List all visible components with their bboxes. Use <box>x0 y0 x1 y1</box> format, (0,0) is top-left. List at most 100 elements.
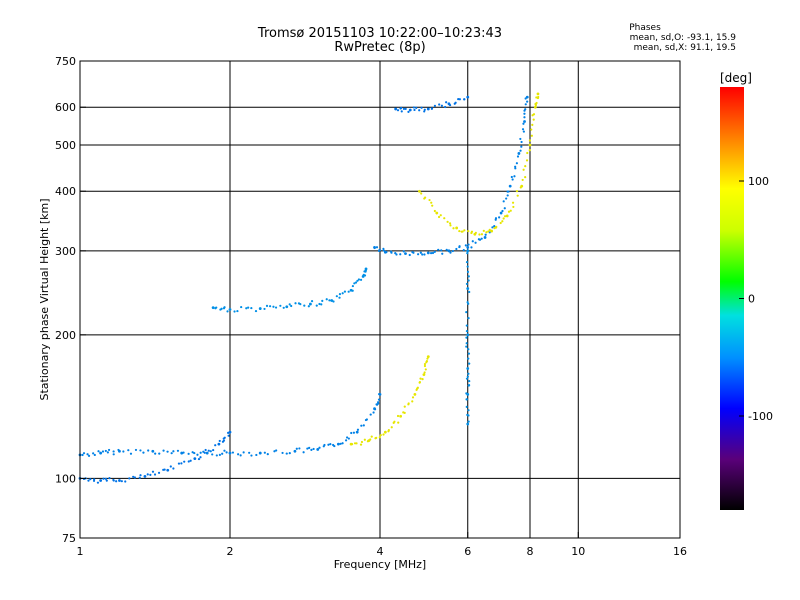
echo-point <box>272 305 275 308</box>
x-tick-label: 8 <box>527 545 534 558</box>
echo-point <box>467 275 470 278</box>
echo-point <box>169 465 172 468</box>
echo-point <box>338 296 341 299</box>
echo-point <box>512 205 515 209</box>
echo-point <box>373 246 376 250</box>
echo-point <box>282 306 285 309</box>
echo-point <box>265 304 269 307</box>
echo-point <box>437 215 441 219</box>
echo-point <box>522 122 525 125</box>
echo-point <box>102 477 105 480</box>
echo-point <box>127 449 130 452</box>
echo-point <box>196 453 199 456</box>
echo-point <box>151 449 155 453</box>
echo-point <box>499 221 502 225</box>
echo-point <box>170 452 173 455</box>
x-tick-label: 1 <box>77 545 84 558</box>
echo-point <box>455 247 458 251</box>
echo-point <box>382 249 385 252</box>
echo-point <box>495 225 498 228</box>
echo-point <box>515 162 518 165</box>
echo-point <box>129 452 133 455</box>
echo-point <box>478 238 482 241</box>
echo-point <box>215 454 218 457</box>
echo-point <box>471 240 474 243</box>
echo-point <box>255 453 258 457</box>
echo-point <box>106 451 109 454</box>
echo-point <box>369 438 372 441</box>
echo-point <box>484 233 487 236</box>
echo-point <box>376 401 380 404</box>
echo-point <box>514 167 517 170</box>
echo-point <box>350 431 353 435</box>
echo-point <box>465 260 469 264</box>
echo-point <box>363 438 366 441</box>
echo-point <box>347 437 350 440</box>
echo-point <box>514 165 517 168</box>
echo-point <box>359 278 363 281</box>
echo-point <box>466 265 469 268</box>
echo-point <box>112 450 115 453</box>
echo-point <box>413 393 417 396</box>
echo-point <box>220 307 223 310</box>
echo-point <box>498 216 501 219</box>
echo-point <box>355 442 358 445</box>
echo-point <box>433 250 436 253</box>
echo-point <box>407 403 410 406</box>
echo-point <box>166 468 170 472</box>
echo-point <box>433 104 437 107</box>
echo-point <box>112 453 115 456</box>
y-tick-label: 400 <box>55 185 76 198</box>
echo-point <box>418 109 421 112</box>
echo-point <box>215 306 218 309</box>
echo-point <box>524 103 527 106</box>
echo-point <box>503 215 507 218</box>
echo-point <box>521 178 524 182</box>
echo-point <box>133 476 137 479</box>
echo-point <box>211 453 214 456</box>
x-tick-label: 2 <box>227 545 234 558</box>
echo-point <box>176 449 180 452</box>
y-tick-label: 200 <box>55 329 76 342</box>
colorbar-tick-label: -100 <box>748 410 773 423</box>
echo-point <box>364 270 367 273</box>
echo-point <box>443 217 446 220</box>
echo-point <box>378 436 381 439</box>
echo-point <box>458 229 461 233</box>
echo-point <box>157 471 161 474</box>
echo-point <box>455 226 459 230</box>
echo-point <box>431 251 435 255</box>
echo-point <box>449 251 452 254</box>
echo-point <box>524 108 527 111</box>
echo-point <box>239 454 242 457</box>
echo-point <box>449 224 452 227</box>
echo-point <box>508 184 512 188</box>
echo-point <box>332 300 335 303</box>
echo-point <box>327 443 330 446</box>
echo-point <box>408 253 411 257</box>
echo-point <box>423 364 427 368</box>
echo-point <box>523 112 526 115</box>
echo-point <box>445 101 448 104</box>
echo-point <box>528 143 532 147</box>
echo-point <box>447 249 451 253</box>
echo-point <box>362 424 365 427</box>
echo-point <box>335 295 338 298</box>
echo-point <box>323 443 326 447</box>
echo-point <box>228 430 232 434</box>
echo-point <box>115 480 118 483</box>
echo-point <box>303 304 306 307</box>
echo-point <box>526 100 529 103</box>
echo-point <box>310 300 314 303</box>
echo-point <box>387 428 390 432</box>
echo-point <box>420 192 423 195</box>
echo-point <box>420 106 423 109</box>
echo-point <box>530 134 533 137</box>
echo-point <box>250 454 253 457</box>
echo-point <box>465 345 468 348</box>
echo-point <box>379 433 382 437</box>
echo-point <box>124 480 127 483</box>
echo-point <box>96 481 100 484</box>
echo-point <box>451 249 454 253</box>
